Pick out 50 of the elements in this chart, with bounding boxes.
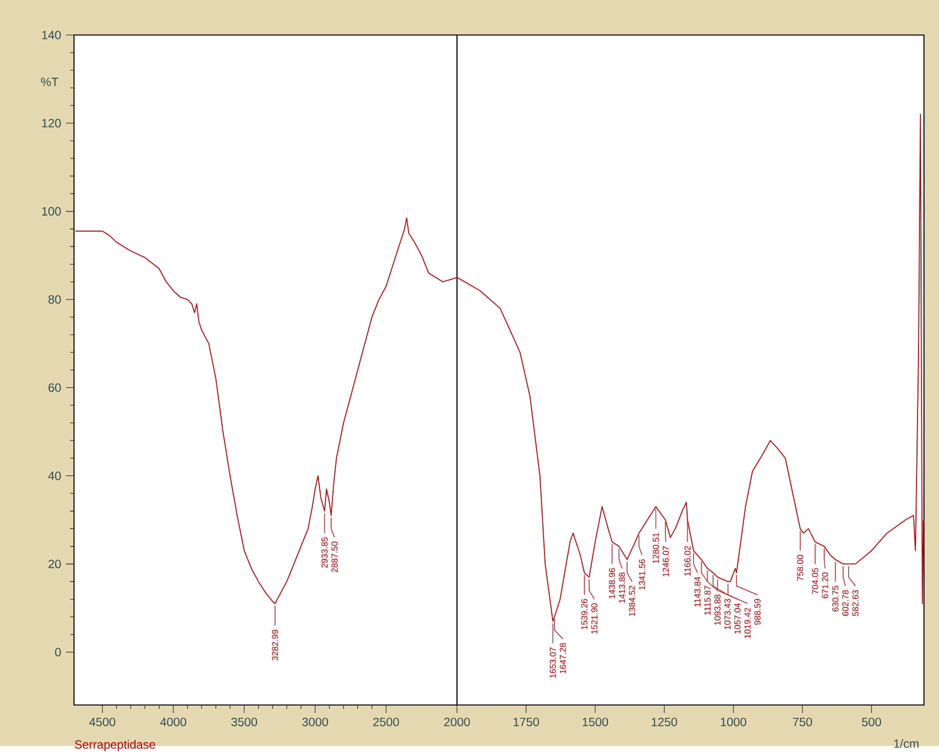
x-tick-label: 750 — [793, 718, 812, 726]
annotation: 1384.52 — [628, 586, 636, 616]
y-tick-label: 100 — [42, 206, 61, 216]
x-tick-label: 2000 — [444, 718, 470, 726]
x-tick-label: 3000 — [302, 718, 328, 726]
y-tick-label: 140 — [42, 30, 61, 40]
text: Serrapeptidase — [74, 740, 156, 751]
y-tick-label: 80 — [48, 295, 61, 304]
x-tick-label: 2500 — [373, 718, 399, 726]
y-tick-label: 120 — [42, 118, 61, 128]
y-axis-title: %T — [41, 78, 58, 86]
annotation: 1647.28 — [560, 642, 566, 674]
x-tick-label: 500 — [862, 718, 882, 726]
annotation: 1073.43 — [724, 598, 731, 630]
y-tick-label: 40 — [48, 471, 61, 480]
annotation: 582.63 — [852, 590, 858, 616]
annotation: 1057.04 — [734, 603, 741, 634]
annotation: 1438.96 — [608, 568, 616, 598]
x-tick-label: 1750 — [514, 718, 539, 726]
annotation: 1093.88 — [714, 594, 721, 625]
annotation: 1115.87 — [704, 586, 711, 615]
annotation: 1653.07 — [550, 647, 556, 678]
x-tick-label: 4000 — [160, 718, 186, 726]
y-tick-label: 0 — [55, 648, 61, 656]
annotation: 1521.90 — [591, 603, 598, 634]
annotation: 1166.02 — [684, 546, 691, 576]
annotation: 758.00 — [797, 554, 804, 580]
annotation: 988.59 — [754, 598, 761, 625]
annotation: 602.78 — [842, 590, 848, 616]
annotation: 1280.51 — [652, 532, 659, 564]
annotation: 671.20 — [822, 572, 828, 598]
y-tick-label: 60 — [48, 383, 61, 392]
annotation: 1246.07 — [662, 546, 669, 576]
annotation: 1539.26 — [581, 598, 588, 630]
annotation: 1341.56 — [638, 559, 646, 590]
x-axis-title: 1/cm — [894, 738, 918, 748]
annotation: 2887.50 — [331, 542, 338, 572]
annotation: 1413.88 — [618, 572, 626, 603]
x-tick-label: 1250 — [652, 718, 678, 726]
annotation: 1019.42 — [744, 608, 751, 638]
x-tick-label: 4500 — [89, 718, 116, 726]
annotation: 630.75 — [832, 586, 838, 612]
x-tick-label: 1500 — [582, 718, 608, 726]
annotation: 1143.84 — [694, 576, 701, 606]
annotation: 3282.99 — [272, 630, 278, 660]
annotation: 2933.85 — [321, 537, 328, 568]
x-tick-label: 1000 — [720, 718, 746, 726]
x-tick-label: 3500 — [231, 718, 258, 726]
y-tick-label: 20 — [48, 560, 61, 568]
annotation: 704.05 — [812, 568, 818, 594]
